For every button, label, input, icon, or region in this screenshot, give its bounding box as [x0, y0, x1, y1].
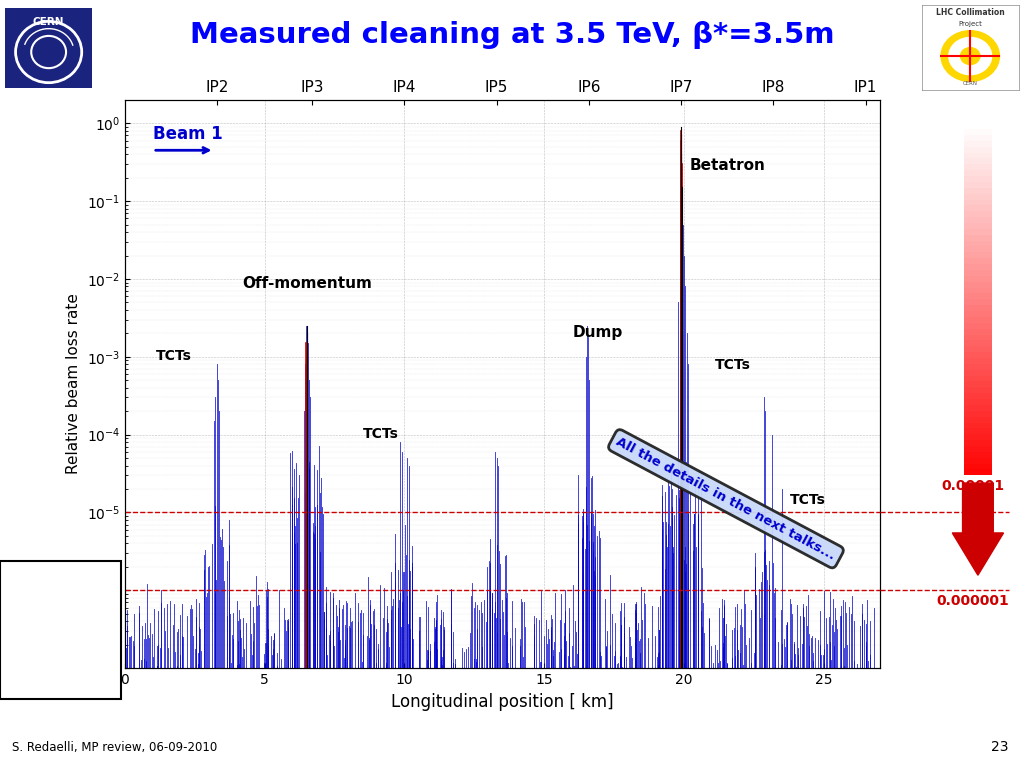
Text: Warm: Warm: [8, 664, 45, 677]
Text: Off-momentum: Off-momentum: [243, 276, 372, 291]
Text: CERN: CERN: [33, 18, 65, 28]
Text: 23: 23: [991, 740, 1009, 754]
Circle shape: [961, 48, 980, 65]
X-axis label: Longitudinal position [ km]: Longitudinal position [ km]: [391, 693, 613, 710]
Text: TCTs: TCTs: [156, 349, 191, 363]
Text: Project: Project: [958, 21, 982, 27]
Text: Beam 1: Beam 1: [153, 125, 222, 144]
Circle shape: [941, 31, 999, 81]
Text: TCTs: TCTs: [362, 427, 398, 441]
Text: Betatron: Betatron: [689, 158, 765, 173]
Text: Measured cleaning at 3.5 TeV, β*=3.5m: Measured cleaning at 3.5 TeV, β*=3.5m: [189, 21, 835, 48]
Text: 0.00001: 0.00001: [941, 479, 1005, 493]
Y-axis label: Relative beam loss rate: Relative beam loss rate: [66, 293, 81, 475]
Text: S. Redaelli, MP review, 06-09-2010: S. Redaelli, MP review, 06-09-2010: [12, 741, 217, 754]
Text: CERN: CERN: [963, 81, 978, 85]
Text: TCTs: TCTs: [791, 492, 826, 507]
Text: LHC Collimation: LHC Collimation: [936, 8, 1005, 17]
Circle shape: [949, 38, 991, 74]
Text: TCTs: TCTs: [715, 358, 751, 372]
Text: Dump: Dump: [572, 325, 623, 340]
Text: Collimators: Collimators: [8, 611, 79, 624]
Text: Cold: Cold: [8, 637, 36, 650]
Text: 0.000001: 0.000001: [936, 594, 1010, 608]
Text: All the details in the next talks...: All the details in the next talks...: [614, 435, 838, 562]
Text: Legend:: Legend:: [8, 584, 65, 597]
